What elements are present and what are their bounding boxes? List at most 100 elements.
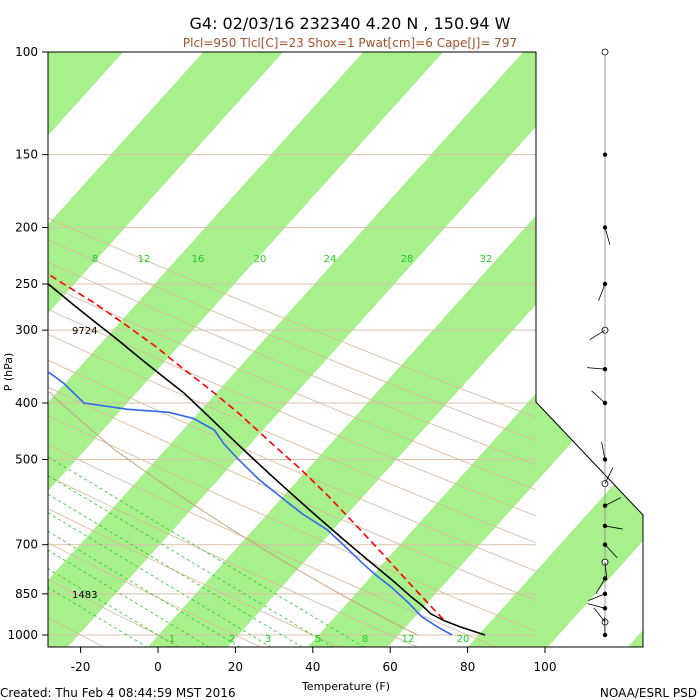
wind-barb [604,467,614,484]
x-tick-label: 0 [154,660,162,674]
mixing-ratio-line [48,568,179,647]
dry-adiabat [48,239,536,441]
mixing-ratio-low-label: 20 [457,634,470,645]
green-band [467,571,536,647]
wind-barb [598,283,606,301]
wind-barb [591,390,606,404]
dry-adiabat [48,359,536,572]
green-band [0,0,10,700]
y-axis-label: P (hPa) [2,353,15,392]
mixing-ratio-low-labels: 1 2 3 5 8 12 20 [169,634,470,645]
y-tick-label: 500 [15,452,38,466]
mixing-ratio-low-label: 3 [265,634,271,645]
x-tick-label: 100 [534,660,557,674]
y-tick-label: 200 [15,221,38,235]
y-tick-label: 150 [15,148,38,162]
green-band [307,393,536,647]
dry-adiabat [48,333,536,544]
chart-title: G4: 02/03/16 232340 4.20 N , 150.94 W [190,14,511,33]
dry-adiabat [48,415,536,632]
y-tick-label: 100 [15,45,38,59]
chart-subtitle: Plcl=950 Tlcl[C]=23 Shox=1 Pwat[cm]=6 Ca… [183,36,517,50]
mixing-ratio-low-label: 1 [169,634,175,645]
wind-profile [587,48,623,638]
mixing-ratio-line [48,456,365,647]
x-tick-label: 60 [383,660,398,674]
mixing-ratio-label: 12 [138,254,151,265]
y-tick-label: 700 [15,538,38,552]
x-tick-label: 40 [305,660,320,674]
green-band [580,0,700,700]
x-tick-label: -20 [71,660,91,674]
green-band [48,52,536,647]
wind-barb [601,441,606,460]
mixing-ratio-line [48,549,210,647]
dry-adiabat [0,52,26,647]
dry-adiabat [48,444,497,647]
wind-barb [589,329,606,341]
mixing-ratio-labels: 8 12 16 20 24 28 32 [92,254,493,265]
mixing-ratio-lines [48,456,365,647]
mixing-ratio-line [48,586,148,647]
dry-adiabat-lines [0,52,536,647]
dry-adiabat [48,284,536,491]
dry-adiabat [48,261,536,466]
wind-barb [604,525,623,530]
mixing-ratio-label: 8 [92,254,98,265]
green-band [48,52,444,492]
mixing-ratio-line [48,531,241,647]
sounding-curves [48,272,486,636]
y-tick-label: 400 [15,396,38,410]
x-tick-label: 80 [460,660,475,674]
dry-adiabat [48,578,184,647]
green-band [48,52,124,136]
mixing-ratio-label: 32 [480,254,493,265]
mixing-ratio-label: 24 [324,254,337,265]
mixing-ratio-low-label: 12 [402,634,415,645]
dry-adiabat [48,308,536,517]
mixing-ratio-line [48,475,334,647]
height-label: 9724 [72,326,97,337]
mixing-ratio-low-label: 8 [362,634,368,645]
wind-barb [593,607,606,623]
y-axis: 100 150 200 250 300 400 500 700 850 1000 [7,45,48,642]
dry-adiabat [48,542,262,647]
dry-adiabat [48,217,536,418]
mixing-ratio-label: 20 [254,254,267,265]
dry-adiabat [48,475,419,647]
mixing-ratio-line [48,512,272,647]
green-band [48,52,284,314]
height-label: 1483 [72,590,97,601]
wind-level-marker [602,152,608,157]
x-axis-label: Temperature (F) [301,680,390,693]
mixing-ratio-line [48,493,303,647]
wind-barb [587,603,606,609]
temperature-line [48,282,486,636]
dry-adiabat [48,386,536,601]
mixing-ratio-label: 28 [401,254,414,265]
y-tick-label: 1000 [7,628,38,642]
wind-level-marker [601,48,609,56]
credit-label: NOAA/ESRL PSD [600,686,697,700]
dewpoint-line [48,370,453,636]
wind-barb [604,497,622,507]
wind-barb [595,578,606,595]
x-tick-label: 20 [228,660,243,674]
mixing-ratio-low-label: 5 [315,634,321,645]
virtual-temperature-line [48,390,418,636]
dry-adiabat [48,508,341,647]
parcel-line [48,272,444,620]
wind-barb [587,367,606,370]
green-band [0,0,10,700]
isobar-lines [48,52,536,636]
y-tick-label: 300 [15,323,38,337]
wind-barb [588,593,606,601]
height-labels: 9724 1483 [72,326,97,601]
green-band [147,215,536,647]
y-tick-label: 850 [15,587,38,601]
y-tick-label: 250 [15,277,38,291]
mixing-ratio-label: 16 [192,254,205,265]
